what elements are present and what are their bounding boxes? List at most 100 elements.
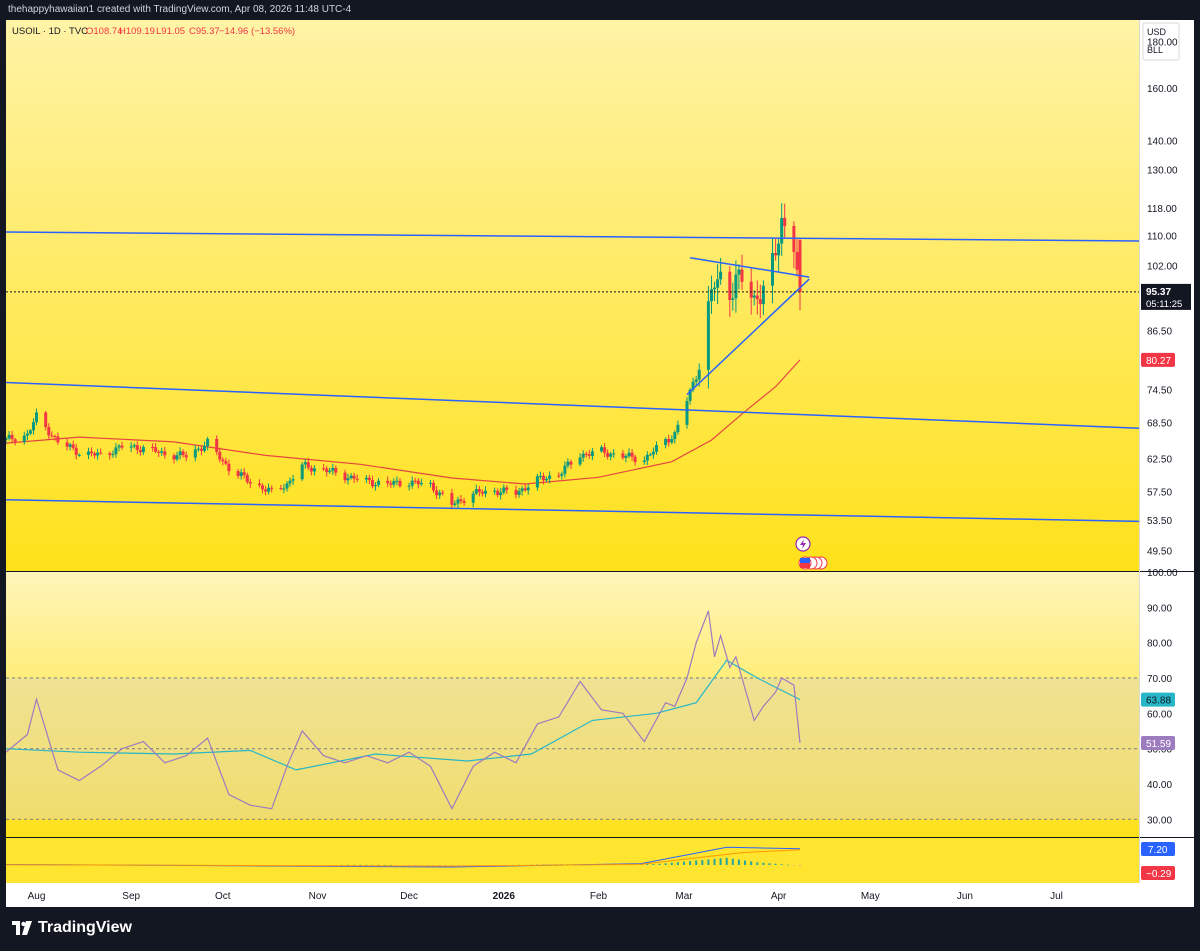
candle[interactable] (673, 430, 677, 444)
candle[interactable] (471, 491, 475, 508)
candle[interactable] (99, 448, 103, 455)
candle[interactable] (28, 429, 32, 436)
candle[interactable] (267, 483, 271, 495)
candle[interactable] (783, 203, 787, 239)
candle[interactable] (545, 476, 548, 482)
candle[interactable] (306, 457, 310, 471)
candle[interactable] (456, 496, 460, 508)
candle[interactable] (603, 443, 607, 458)
candle[interactable] (590, 448, 594, 461)
candle[interactable] (410, 476, 414, 489)
legend-symbol[interactable]: USOIL · 1D · TVC (12, 26, 88, 37)
candle[interactable] (398, 478, 402, 488)
time-axis[interactable] (6, 883, 1194, 907)
candle[interactable] (716, 264, 720, 305)
candle[interactable] (32, 418, 35, 435)
candle[interactable] (87, 447, 90, 460)
candle[interactable] (419, 478, 423, 487)
candle[interactable] (429, 480, 432, 488)
candle[interactable] (755, 280, 759, 315)
candle[interactable] (352, 472, 356, 484)
candle[interactable] (117, 444, 121, 452)
candle[interactable] (563, 461, 567, 478)
candle[interactable] (621, 449, 625, 460)
candle[interactable] (346, 473, 350, 485)
candle[interactable] (264, 486, 268, 496)
candle[interactable] (364, 475, 368, 483)
candle[interactable] (6, 437, 8, 445)
candle[interactable] (111, 450, 115, 458)
candle[interactable] (303, 459, 307, 469)
candle[interactable] (630, 449, 634, 461)
economic-events-icon[interactable] (798, 556, 828, 570)
candle[interactable] (676, 420, 680, 435)
candle[interactable] (664, 437, 668, 449)
candle[interactable] (685, 397, 689, 429)
candle[interactable] (648, 452, 652, 457)
candle[interactable] (270, 485, 274, 493)
candle[interactable] (215, 435, 219, 456)
candle[interactable] (557, 472, 561, 479)
candle[interactable] (633, 454, 637, 466)
main-pane[interactable] (6, 20, 1139, 571)
candle[interactable] (407, 482, 411, 491)
candle[interactable] (535, 473, 539, 491)
candle[interactable] (505, 485, 509, 494)
candle[interactable] (282, 484, 286, 494)
candle[interactable] (474, 484, 478, 495)
candle[interactable] (309, 465, 313, 476)
candle[interactable] (258, 479, 261, 488)
candle[interactable] (285, 481, 289, 492)
candle[interactable] (538, 471, 542, 480)
tradingview-logo[interactable]: TradingView (12, 919, 132, 937)
candle[interactable] (435, 486, 439, 500)
candle[interactable] (65, 438, 69, 451)
candle[interactable] (780, 203, 784, 256)
candle[interactable] (93, 451, 97, 459)
candle[interactable] (50, 431, 54, 438)
candle[interactable] (196, 446, 200, 452)
trendline[interactable] (686, 278, 810, 396)
candle[interactable] (761, 280, 765, 316)
candle[interactable] (670, 435, 674, 445)
candle[interactable] (694, 375, 698, 387)
candle[interactable] (334, 465, 338, 476)
candle[interactable] (502, 484, 506, 495)
candle[interactable] (777, 238, 781, 273)
candle[interactable] (560, 471, 564, 480)
candle[interactable] (300, 462, 304, 482)
candle[interactable] (496, 488, 500, 498)
candle[interactable] (56, 432, 60, 445)
candle[interactable] (355, 474, 359, 483)
candle[interactable] (328, 467, 332, 474)
candle[interactable] (248, 478, 252, 488)
candle[interactable] (367, 474, 371, 485)
candle[interactable] (13, 437, 17, 446)
candle[interactable] (645, 451, 649, 465)
candle[interactable] (374, 482, 377, 491)
chart-area[interactable]: USOIL · 1D · TVC O108.74 H109.19 L91.05 … (6, 20, 1194, 907)
candle[interactable] (227, 459, 231, 476)
candle[interactable] (450, 488, 454, 510)
candle[interactable] (493, 487, 497, 495)
candle[interactable] (798, 238, 802, 311)
candle[interactable] (200, 445, 203, 456)
candle[interactable] (245, 472, 249, 485)
candle[interactable] (389, 480, 393, 489)
earnings-icon[interactable] (795, 536, 811, 552)
candle[interactable] (795, 237, 799, 277)
candle[interactable] (7, 431, 11, 441)
candle[interactable] (151, 443, 155, 452)
candle[interactable] (157, 449, 161, 458)
candle[interactable] (749, 268, 753, 315)
candle[interactable] (484, 486, 487, 498)
candle[interactable] (193, 445, 197, 462)
candle[interactable] (377, 477, 381, 488)
candle[interactable] (242, 468, 246, 479)
candle[interactable] (480, 489, 484, 497)
candle[interactable] (514, 485, 518, 499)
candle[interactable] (477, 486, 481, 497)
candle[interactable] (542, 472, 545, 485)
candle[interactable] (74, 443, 78, 460)
candle[interactable] (22, 431, 26, 445)
